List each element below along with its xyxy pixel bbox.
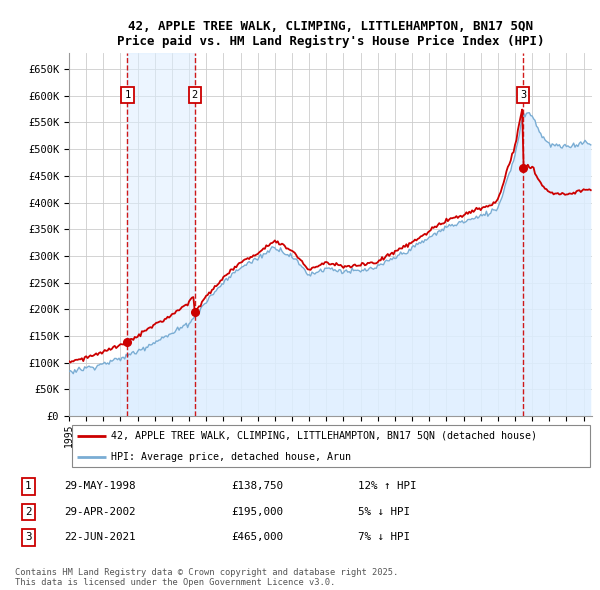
Text: 2: 2 (25, 507, 31, 517)
Text: 22-JUN-2021: 22-JUN-2021 (64, 532, 136, 542)
Text: £138,750: £138,750 (231, 481, 283, 491)
Text: £195,000: £195,000 (231, 507, 283, 517)
Text: 1: 1 (25, 481, 31, 491)
Title: 42, APPLE TREE WALK, CLIMPING, LITTLEHAMPTON, BN17 5QN
Price paid vs. HM Land Re: 42, APPLE TREE WALK, CLIMPING, LITTLEHAM… (117, 19, 544, 48)
Text: 12% ↑ HPI: 12% ↑ HPI (358, 481, 416, 491)
Text: 3: 3 (25, 532, 31, 542)
Text: 29-APR-2002: 29-APR-2002 (64, 507, 136, 517)
Text: £465,000: £465,000 (231, 532, 283, 542)
FancyBboxPatch shape (71, 425, 590, 467)
Text: 5% ↓ HPI: 5% ↓ HPI (358, 507, 410, 517)
Text: 3: 3 (520, 90, 526, 100)
Text: HPI: Average price, detached house, Arun: HPI: Average price, detached house, Arun (111, 452, 351, 462)
Text: 7% ↓ HPI: 7% ↓ HPI (358, 532, 410, 542)
Text: 1: 1 (124, 90, 131, 100)
Bar (127, 53, 195, 416)
Text: 2: 2 (191, 90, 198, 100)
Text: 42, APPLE TREE WALK, CLIMPING, LITTLEHAMPTON, BN17 5QN (detached house): 42, APPLE TREE WALK, CLIMPING, LITTLEHAM… (111, 431, 537, 441)
Text: Contains HM Land Registry data © Crown copyright and database right 2025.
This d: Contains HM Land Registry data © Crown c… (15, 568, 398, 587)
Text: 29-MAY-1998: 29-MAY-1998 (64, 481, 136, 491)
